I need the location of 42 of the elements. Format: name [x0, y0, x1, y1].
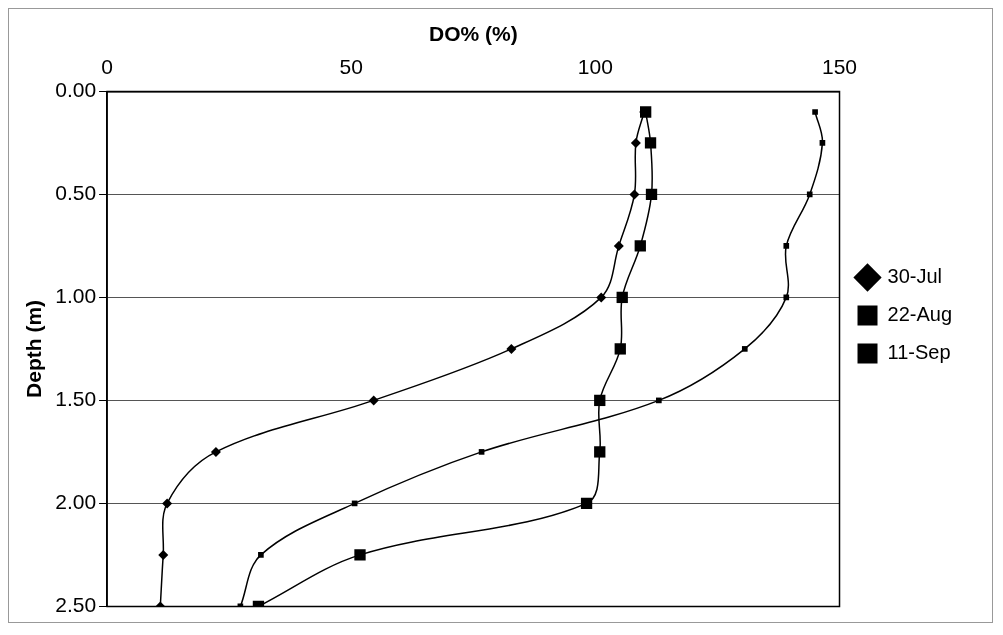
- y-tick-label: 1.50: [55, 387, 97, 411]
- y-axis-title: Depth (m): [22, 299, 46, 398]
- point: [783, 294, 790, 301]
- x-tick-label: 0: [101, 54, 113, 78]
- legend-label: 30-Jul: [887, 265, 942, 288]
- point: [158, 549, 169, 560]
- point: [594, 394, 606, 407]
- point: [210, 446, 221, 457]
- point: [594, 446, 606, 458]
- y-tick-label: 2.00: [55, 490, 97, 514]
- point: [616, 291, 628, 304]
- point: [656, 397, 662, 404]
- x-tick-label: 100: [577, 54, 613, 78]
- point: [630, 137, 641, 148]
- point: [596, 292, 607, 303]
- point: [644, 137, 657, 149]
- point: [806, 191, 813, 198]
- point: [354, 549, 366, 561]
- y-tick-label: 2.50: [55, 593, 97, 617]
- point: [506, 343, 517, 354]
- point: [783, 243, 790, 249]
- point: [614, 343, 626, 355]
- y-tick-label: 0.00: [55, 78, 97, 102]
- point: [258, 552, 264, 558]
- point: [812, 109, 818, 115]
- x-axis-title: DO% (%): [428, 22, 518, 46]
- point: [629, 189, 640, 200]
- point: [819, 140, 826, 146]
- y-tick-label: 0.50: [55, 181, 97, 205]
- x-tick-label: 150: [821, 54, 858, 78]
- point: [368, 395, 379, 406]
- point: [580, 497, 593, 510]
- point: [162, 498, 173, 509]
- point: [478, 449, 485, 455]
- point: [645, 188, 658, 201]
- y-tick-label: 1.00: [55, 284, 97, 308]
- point: [613, 240, 624, 251]
- legend-label: 22-Aug: [887, 303, 953, 326]
- legend-label: 11-Sep: [887, 341, 951, 364]
- point: [741, 346, 748, 352]
- point: [634, 240, 646, 252]
- x-tick-label: 50: [339, 54, 363, 78]
